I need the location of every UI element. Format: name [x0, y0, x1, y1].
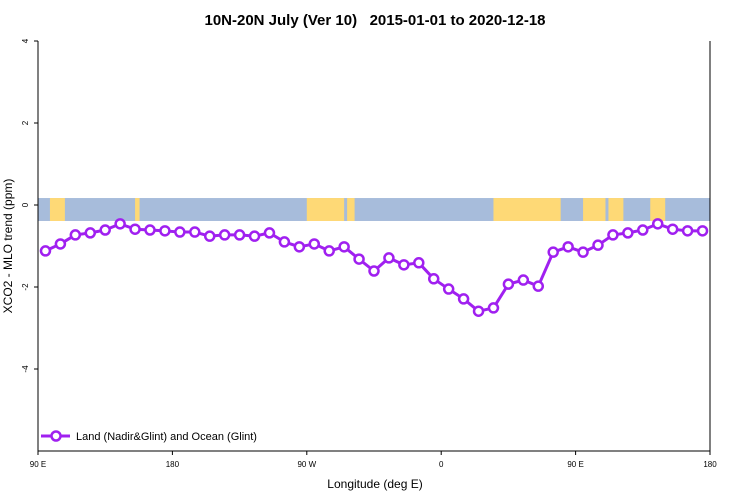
- data-point: [413, 257, 425, 269]
- y-tick-label: -4: [21, 365, 30, 373]
- x-tick-label: 90 E: [567, 460, 583, 469]
- data-point: [84, 227, 97, 239]
- y-tick-label: 4: [21, 38, 30, 43]
- data-point: [398, 259, 410, 271]
- data-point: [562, 241, 574, 253]
- axes: 4 2 0 -2 -4 90 E 180 90 W 0 90 E 180: [21, 38, 717, 469]
- y-tick-label: 2: [21, 120, 30, 125]
- data-point: [233, 229, 246, 241]
- data-point: [203, 230, 216, 242]
- data-point: [517, 274, 530, 286]
- data-point: [189, 226, 201, 238]
- data-point: [547, 246, 559, 258]
- data-point: [308, 238, 321, 250]
- x-axis-label: Longitude (deg E): [327, 477, 422, 491]
- data-point: [487, 302, 500, 314]
- data-point: [263, 227, 276, 239]
- y-axis-label: XCO2 - MLO trend (ppm): [1, 179, 15, 314]
- data-point: [69, 229, 82, 241]
- land-region: [493, 198, 561, 221]
- data-point: [592, 239, 604, 251]
- data-point: [353, 253, 365, 265]
- data-point: [159, 225, 171, 237]
- land-region: [135, 198, 140, 221]
- data-point: [472, 305, 485, 317]
- data-point: [651, 218, 664, 230]
- data-point: [129, 223, 141, 235]
- data-point: [99, 224, 111, 236]
- x-tick-label: 90 W: [297, 460, 316, 469]
- data-point: [622, 227, 634, 239]
- data-point: [54, 238, 67, 250]
- data-point: [323, 245, 335, 257]
- chart-title: 10N-20N July (Ver 10) 2015-01-01 to 2020…: [204, 12, 545, 29]
- data-point: [338, 241, 350, 253]
- data-point: [248, 230, 261, 242]
- data-point: [637, 224, 649, 236]
- data-point: [442, 283, 455, 295]
- land-region: [347, 198, 355, 221]
- data-point: [218, 229, 231, 241]
- data-point: [144, 224, 156, 236]
- land-region: [583, 198, 606, 221]
- x-tick-label: 90 E: [30, 460, 46, 469]
- x-tick-label: 0: [439, 460, 444, 469]
- data-point: [293, 241, 306, 253]
- data-point: [174, 226, 186, 238]
- data-point: [607, 229, 619, 241]
- x-tick-label: 180: [703, 460, 717, 469]
- data-point: [666, 223, 679, 235]
- y-tick-label: 0: [21, 202, 30, 207]
- data-point: [532, 280, 545, 292]
- map-band: [38, 198, 710, 221]
- data-point: [696, 225, 709, 237]
- data-point: [368, 265, 380, 277]
- land-region: [608, 198, 624, 221]
- data-point: [39, 245, 52, 257]
- x-tick-label: 180: [166, 460, 180, 469]
- legend-marker: [50, 430, 62, 442]
- y-tick-label: -2: [21, 283, 30, 291]
- land-region: [650, 198, 666, 221]
- data-point: [502, 278, 515, 290]
- legend: Land (Nadir&Glint) and Ocean (Glint): [41, 430, 257, 443]
- legend-label: Land (Nadir&Glint) and Ocean (Glint): [76, 431, 257, 443]
- data-point: [577, 246, 589, 258]
- land-region: [306, 198, 345, 221]
- data-point: [457, 293, 470, 305]
- data-point: [114, 218, 126, 230]
- data-point: [383, 252, 395, 264]
- data-point: [427, 273, 440, 285]
- data-point: [278, 236, 291, 248]
- data-point: [681, 225, 694, 237]
- series-points: [39, 218, 709, 317]
- land-region: [49, 198, 65, 221]
